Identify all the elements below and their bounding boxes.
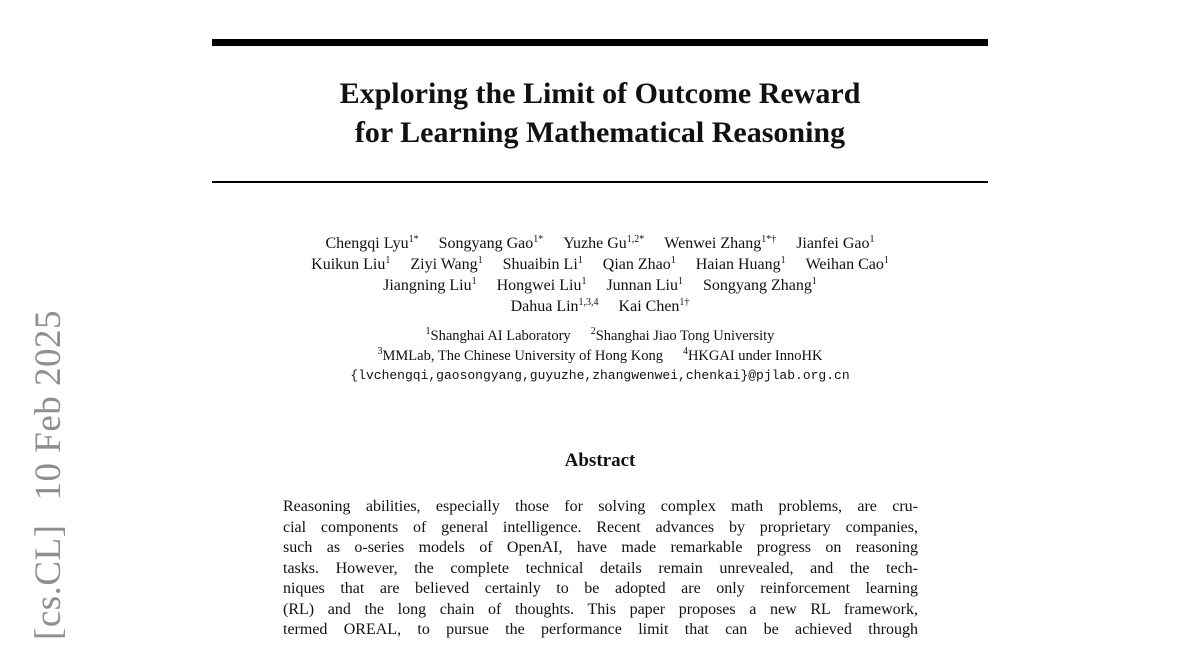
author-affiliation-mark: 1	[869, 234, 875, 245]
author: Songyang Gao1*	[438, 234, 544, 253]
author-affiliation-mark: 1	[670, 255, 676, 266]
author-line: Dahua Lin1,3,4 Kai Chen1†	[212, 296, 988, 317]
affiliation: 2Shanghai Jiao Tong University	[590, 326, 775, 345]
author-affiliation-mark: 1	[677, 276, 683, 287]
abstract-line: niques that are believed certainly to be…	[283, 580, 918, 597]
author: Qian Zhao1	[602, 255, 676, 274]
author: Ziyi Wang1	[410, 255, 483, 274]
abstract-line: cial components of general intelligence.…	[283, 518, 918, 536]
abstract-line: such as o-series models of OpenAI, have …	[283, 539, 918, 556]
top-rule	[212, 39, 988, 46]
title-line: for Learning Mathematical Reasoning	[354, 116, 846, 149]
author-line: Kuikun Liu1 Ziyi Wang1 Shuaibin Li1 Qian Zh…	[212, 254, 988, 275]
author: Hongwei Liu1	[496, 276, 587, 295]
author: Songyang Zhang1	[702, 276, 817, 295]
abstract-line: Reasoning abilities, especially those fo…	[283, 498, 918, 515]
author: Wenwei Zhang1*†	[664, 234, 777, 253]
author-name: Jiangning Liu	[383, 277, 472, 294]
author-name: Junnan Liu	[606, 277, 678, 294]
author-affiliation-mark: 1*	[533, 234, 544, 245]
email-addresses: {lvchengqi,gaosongyang,guyuzhe,zhangwenw…	[350, 368, 850, 383]
author-name: Kai Chen	[618, 298, 680, 315]
author: Jiangning Liu1	[383, 276, 477, 295]
author-affiliation-mark: 1	[780, 255, 786, 266]
affiliation-name: Shanghai AI Laboratory	[430, 328, 571, 344]
author-name: Dahua Lin	[510, 298, 579, 315]
affiliation: 4HKGAI under InnoHK	[682, 346, 823, 365]
abstract-line: termed OREAL, to pursue the performance …	[283, 621, 918, 638]
affiliation-name: Shanghai Jiao Tong University	[595, 328, 775, 344]
author-affiliation-mark: 1	[471, 276, 477, 287]
abstract-body: Reasoning abilities, especially those fo…	[283, 497, 918, 641]
affiliation-line: 1Shanghai AI Laboratory 2Shanghai Jiao To…	[212, 326, 988, 346]
author-name: Haian Huang	[695, 256, 781, 273]
affiliation-number: 2	[590, 326, 596, 337]
author: Haian Huang1	[695, 255, 786, 274]
author: Chengqi Lyu1*	[325, 234, 419, 253]
affiliation-number: 1	[425, 326, 431, 337]
author-name: Kuikun Liu	[311, 256, 386, 273]
author-affiliation-mark: 1	[577, 255, 583, 266]
arxiv-stamp: [cs.CL] 10 Feb 2025	[27, 286, 70, 640]
author-name: Songyang Zhang	[702, 277, 812, 294]
author: Junnan Liu1	[606, 276, 683, 295]
abstract-heading: Abstract	[564, 450, 636, 471]
author-name: Chengqi Lyu	[325, 235, 409, 252]
author-affiliation-mark: 1*	[408, 234, 419, 245]
author-name: Hongwei Liu	[496, 277, 582, 294]
abstract-line: tasks. However, the complete technical d…	[283, 559, 918, 577]
paper-title: Exploring the Limit of Outcome Reward fo…	[212, 74, 988, 152]
author-name: Qian Zhao	[602, 256, 671, 273]
affiliation-name: MMLab, The Chinese University of Hong Ko…	[382, 348, 663, 364]
affiliation: 3MMLab, The Chinese University of Hong K…	[377, 346, 663, 365]
author-affiliation-mark: 1*†	[761, 234, 777, 245]
author-name: Jianfei Gao	[796, 235, 870, 252]
author-affiliation-mark: 1	[883, 255, 889, 266]
affiliation-name: HKGAI under InnoHK	[687, 348, 823, 364]
author-affiliation-mark: 1	[477, 255, 483, 266]
author-name: Ziyi Wang	[410, 256, 478, 273]
arxiv-category: [cs.CL]	[28, 524, 69, 641]
author-line: Jiangning Liu1 Hongwei Liu1 Junnan Liu1 Son…	[212, 275, 988, 296]
title-rule	[212, 181, 988, 183]
author-line: Chengqi Lyu1* Songyang Gao1* Yuzhe Gu1,2* W…	[212, 233, 988, 254]
author-affiliation-mark: 1	[811, 276, 817, 287]
author: Weihan Cao1	[805, 255, 889, 274]
author: Dahua Lin1,3,4	[510, 297, 599, 316]
author-affiliation-mark: 1,3,4	[578, 297, 599, 308]
author: Kai Chen1†	[618, 297, 690, 316]
author-list: Chengqi Lyu1* Songyang Gao1* Yuzhe Gu1,2* W…	[212, 233, 988, 317]
abstract-line: (RL) and the long chain of thoughts. Thi…	[283, 600, 918, 618]
author: Jianfei Gao1	[796, 234, 875, 253]
title-line: Exploring the Limit of Outcome Reward	[339, 77, 861, 110]
affiliation-number: 4	[682, 346, 688, 357]
affiliation: 1Shanghai AI Laboratory	[425, 326, 571, 345]
affiliation-line: 3MMLab, The Chinese University of Hong K…	[212, 346, 988, 366]
author-affiliation-mark: 1,2*	[626, 234, 645, 245]
author-name: Weihan Cao	[805, 256, 884, 273]
author-name: Wenwei Zhang	[664, 235, 762, 252]
author: Kuikun Liu1	[311, 255, 391, 274]
author-affiliation-mark: 1	[385, 255, 391, 266]
author: Yuzhe Gu1,2*	[563, 234, 645, 253]
author-name: Songyang Gao	[438, 235, 534, 252]
author-affiliation-mark: 1†	[679, 297, 690, 308]
affiliations: 1Shanghai AI Laboratory 2Shanghai Jiao To…	[212, 326, 988, 386]
author: Shuaibin Li1	[502, 255, 583, 274]
author-affiliation-mark: 1	[581, 276, 587, 287]
author-name: Yuzhe Gu	[563, 235, 627, 252]
affiliation-number: 3	[377, 346, 383, 357]
author-name: Shuaibin Li	[502, 256, 578, 273]
arxiv-date: 10 Feb 2025	[28, 310, 69, 501]
